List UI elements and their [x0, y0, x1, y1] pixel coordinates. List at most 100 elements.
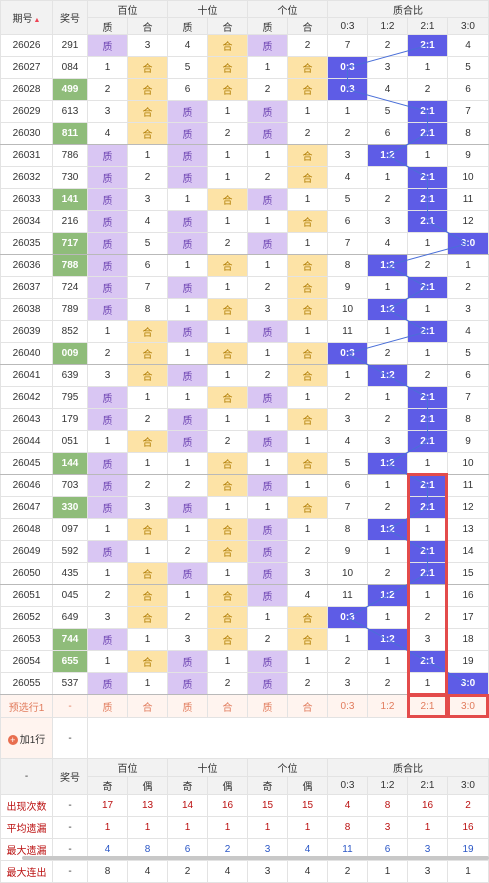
- ratio-cell: 2:1: [407, 386, 448, 409]
- table-row: 26055 537 质 1 质 2 质 2 3 2 1 3:0: [0, 672, 489, 695]
- tens-cell: 5: [167, 56, 208, 79]
- hundreds-cell: 合: [127, 430, 168, 453]
- prize-number-cell: 045: [52, 584, 88, 607]
- even-subheader: 偶: [207, 776, 248, 795]
- prize-number-cell: 330: [52, 496, 88, 519]
- stats-value: 8: [87, 860, 128, 883]
- units-cell: 1: [247, 254, 288, 277]
- ratio-cell: 3: [327, 144, 368, 167]
- prediction-cell[interactable]: 2:1: [407, 694, 448, 718]
- tens-cell: 合: [207, 78, 248, 101]
- ratio-cell: 10: [327, 298, 368, 321]
- prediction-cell[interactable]: 合: [287, 694, 328, 718]
- ratio-cell: 1: [407, 298, 448, 321]
- ratio-cell: 5: [327, 188, 368, 211]
- tens-cell: 合: [207, 342, 248, 365]
- table-row: 26038 789 质 8 1 合 3 合 10 1:2 1 3: [0, 298, 489, 321]
- prediction-cell[interactable]: 合: [127, 694, 168, 718]
- prediction-cell[interactable]: 质: [87, 694, 128, 718]
- hundreds-cell: 质: [87, 254, 128, 277]
- stats-dash: -: [52, 816, 88, 839]
- hundreds-cell: 合: [127, 56, 168, 79]
- ratio-cell: 3: [367, 210, 408, 233]
- hundreds-cell: 合: [127, 78, 168, 101]
- hundreds-cell: 1: [127, 386, 168, 409]
- stats-label: 平均遗漏: [0, 816, 53, 839]
- stats-label: 出现次数: [0, 794, 53, 817]
- tens-cell: 质: [167, 430, 208, 453]
- ratio-cell: 2: [367, 408, 408, 431]
- units-cell: 合: [287, 408, 328, 431]
- hundreds-cell: 4: [87, 122, 128, 145]
- table-row: 26031 786 质 1 质 1 1 合 3 1:2 1 9: [0, 144, 489, 167]
- add-row-button[interactable]: + 加1行: [0, 717, 53, 759]
- tens-cell: 1: [167, 342, 208, 365]
- hundreds-cell: 2: [127, 474, 168, 497]
- prediction-cell[interactable]: 3:0: [447, 694, 489, 718]
- table-row: 26048 097 1 合 1 合质 1 8 1:2 1 13: [0, 518, 489, 541]
- issue-cell: 26047: [0, 496, 53, 519]
- units-cell: 合: [287, 78, 328, 101]
- sort-icon[interactable]: ▲: [33, 17, 41, 24]
- issue-header[interactable]: 期号▲: [0, 0, 53, 35]
- issue-cell: 26040: [0, 342, 53, 365]
- ratio-cell: 2: [407, 364, 448, 387]
- tens-cell: 2: [167, 606, 208, 629]
- table-row: 26044 051 1 合质 2 质 1 4 3 2:1 9: [0, 430, 489, 453]
- ratio-cell: 2: [407, 606, 448, 629]
- horizontal-scrollbar[interactable]: [22, 856, 489, 860]
- prize-number-cell: 703: [52, 474, 88, 497]
- units-cell: 1: [247, 408, 288, 431]
- units-cell: 1: [287, 320, 328, 343]
- tens-cell: 1: [207, 100, 248, 123]
- ratio-cell: 2:1: [407, 34, 448, 57]
- hundreds-cell: 5: [127, 232, 168, 255]
- tens-cell: 合: [207, 56, 248, 79]
- ratio-cell: 1:2: [367, 628, 408, 651]
- issue-cell: 26046: [0, 474, 53, 497]
- table-row: 26027 084 1 合 5 合 1 合 0:3 3 1 5: [0, 56, 489, 79]
- units-cell: 1: [247, 452, 288, 475]
- hundreds-cell: 质: [87, 672, 128, 695]
- ratio-cell: 5: [447, 342, 489, 365]
- stats-value: 4: [127, 860, 168, 883]
- prize-number-cell: 655: [52, 650, 88, 673]
- tens-cell: 质: [167, 210, 208, 233]
- footer-ratio-subheader: 0:3: [327, 776, 368, 795]
- prediction-cell[interactable]: 质: [247, 694, 288, 718]
- units-cell: 2: [247, 276, 288, 299]
- prediction-cell[interactable]: 0:3: [327, 694, 368, 718]
- ratio-cell: 3: [407, 628, 448, 651]
- hundreds-cell: 质: [87, 144, 128, 167]
- issue-cell: 26044: [0, 430, 53, 453]
- units-cell: 1: [287, 100, 328, 123]
- units-cell: 1: [287, 518, 328, 541]
- hundreds-cell: 合: [127, 562, 168, 585]
- hundreds-cell: 1: [127, 144, 168, 167]
- units-cell: 合: [287, 276, 328, 299]
- stats-value: 1: [127, 816, 168, 839]
- footer-units-header: 个位: [247, 758, 328, 777]
- prediction-cell[interactable]: 1:2: [367, 694, 408, 718]
- issue-cell: 26037: [0, 276, 53, 299]
- units-header: 个位: [247, 0, 328, 18]
- table-row: 26045 144 质 1 1 合 1 合 5 1:2 1 10: [0, 452, 489, 475]
- ratio-cell: 2:1: [407, 276, 448, 299]
- hundreds-cell: 4: [127, 210, 168, 233]
- prediction-cell[interactable]: 合: [207, 694, 248, 718]
- units-cell: 合: [287, 496, 328, 519]
- ratio-cell: 2:1: [407, 540, 448, 563]
- prediction-cell[interactable]: 质: [167, 694, 208, 718]
- tens-cell: 质: [167, 144, 208, 167]
- ratio-cell: 1: [407, 144, 448, 167]
- units-cell: 质: [247, 650, 288, 673]
- prize-number-cell: 811: [52, 122, 88, 145]
- tens-cell: 合: [207, 298, 248, 321]
- table-row: 26041 639 3 合质 1 2 合 1 1:2 2 6: [0, 364, 489, 387]
- ratio-cell: 4: [327, 430, 368, 453]
- units-cell: 合: [287, 342, 328, 365]
- ratio-cell: 2:1: [407, 122, 448, 145]
- ratio-cell: 9: [327, 540, 368, 563]
- ratio-cell: 7: [327, 496, 368, 519]
- ratio-cell: 1: [367, 650, 408, 673]
